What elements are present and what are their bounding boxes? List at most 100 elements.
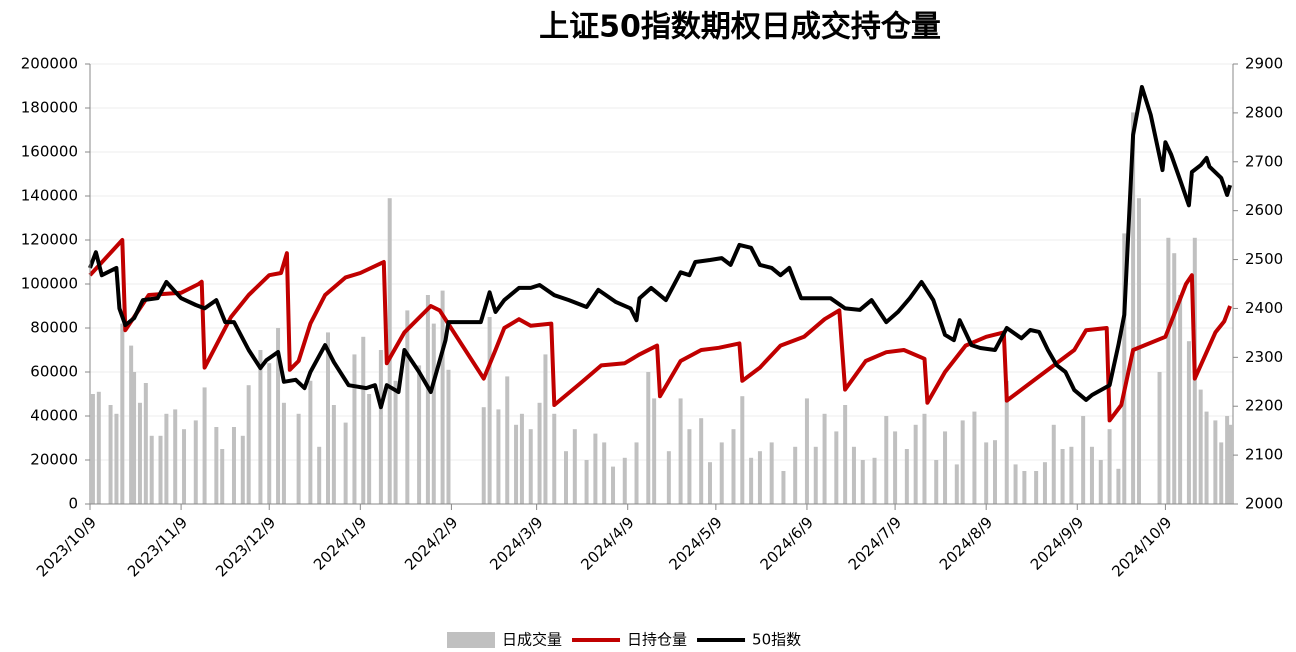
legend-label: 日持仓量: [627, 631, 687, 649]
volume-bar: [699, 418, 704, 504]
volume-bar: [646, 372, 651, 504]
volume-bar: [740, 396, 745, 504]
volume-bar: [822, 413, 827, 504]
volume-bar: [267, 363, 272, 504]
volume-bar: [405, 310, 410, 504]
legend-label: 50指数: [752, 631, 801, 649]
volume-bar: [1013, 464, 1018, 504]
volume-bar: [652, 398, 657, 504]
y2-tick-label: 2700: [1245, 152, 1283, 170]
volume-bar: [634, 442, 639, 504]
volume-bar: [519, 413, 524, 504]
y-tick-label: 160000: [21, 143, 78, 161]
x-tick-label: 2024/8/9: [936, 513, 996, 573]
x-tick-label: 2024/1/9: [310, 513, 370, 573]
volume-bar: [622, 457, 627, 504]
volume-bar: [367, 394, 372, 504]
volume-bar: [1022, 471, 1027, 504]
volume-bar: [572, 429, 577, 504]
volume-bar: [1081, 416, 1086, 504]
volume-bar: [1042, 462, 1047, 504]
volume-bar: [220, 449, 225, 504]
volume-bar: [1225, 416, 1230, 504]
volume-bar: [992, 440, 997, 504]
volume-bar: [934, 460, 939, 504]
volume-bar: [972, 411, 977, 504]
volume-bar: [258, 350, 263, 504]
volume-bar: [904, 449, 909, 504]
volume-bar: [393, 380, 398, 504]
volume-bar: [1213, 420, 1218, 504]
volume-bar: [143, 383, 148, 504]
y-tick-label: 200000: [21, 55, 78, 73]
y-tick-label: 80000: [30, 319, 78, 337]
volume-bar: [584, 460, 589, 504]
volume-bar: [769, 442, 774, 504]
volume-bar: [678, 398, 683, 504]
y2-tick-label: 2200: [1245, 397, 1283, 415]
legend-swatch: [447, 632, 495, 648]
volume-bar: [137, 402, 142, 504]
y-tick-label: 60000: [30, 363, 78, 381]
x-tick-label: 2024/5/9: [665, 513, 725, 573]
volume-bar: [378, 350, 383, 504]
volume-bar: [1098, 460, 1103, 504]
volume-bar: [1089, 446, 1094, 504]
volume-bar: [1186, 341, 1191, 504]
y2-tick-label: 2300: [1245, 348, 1283, 366]
x-tick-label: 2024/7/9: [845, 513, 905, 573]
volume-bar: [602, 442, 607, 504]
volume-bar: [296, 413, 301, 504]
volume-bar: [666, 451, 671, 504]
volume-bar: [96, 391, 101, 504]
volume-bar: [417, 365, 422, 504]
volume-bar: [182, 429, 187, 504]
volume-bar: [813, 446, 818, 504]
volume-bar: [943, 431, 948, 504]
volume-bar: [954, 464, 959, 504]
x-tick-label: 2024/6/9: [757, 513, 817, 573]
volume-bar: [1069, 446, 1074, 504]
y2-tick-label: 2100: [1245, 446, 1283, 464]
volume-bar: [793, 446, 798, 504]
volume-bar: [1157, 372, 1162, 504]
volume-bar: [132, 372, 137, 504]
volume-bar: [114, 413, 119, 504]
volume-bar: [1228, 424, 1233, 504]
volume-bar: [214, 427, 219, 504]
volume-bar: [552, 413, 557, 504]
volume-bar: [1219, 442, 1224, 504]
y2-tick-label: 2800: [1245, 103, 1283, 121]
volume-bar: [913, 424, 918, 504]
volume-bar: [834, 431, 839, 504]
volume-bar: [308, 380, 313, 504]
y2-tick-label: 2500: [1245, 250, 1283, 268]
volume-bar: [202, 387, 207, 504]
volume-bar: [1004, 380, 1009, 504]
y-tick-label: 100000: [21, 275, 78, 293]
y-tick-label: 0: [68, 495, 78, 513]
volume-bar: [193, 420, 198, 504]
volume-bar: [276, 328, 281, 504]
y-tick-label: 40000: [30, 407, 78, 425]
x-tick-label: 2024/3/9: [486, 513, 546, 573]
volume-bar: [757, 451, 762, 504]
volume-bar: [164, 413, 169, 504]
volume-bar: [158, 435, 163, 504]
y-tick-label: 180000: [21, 99, 78, 117]
volume-bar: [514, 424, 519, 504]
volume-bar: [1116, 468, 1121, 504]
volume-bar: [1166, 237, 1171, 505]
volume-bar: [843, 405, 848, 504]
volume-bar: [496, 409, 501, 504]
volume-bar: [1122, 233, 1127, 504]
x-tick-label: 2023/12/9: [212, 513, 279, 580]
x-tick-label: 2024/2/9: [401, 513, 461, 573]
volume-bar: [893, 431, 898, 504]
volume-bar: [922, 413, 927, 504]
volume-bar: [231, 427, 236, 504]
volume-bar: [611, 466, 616, 504]
volume-bar: [361, 336, 366, 504]
volume-bar: [425, 295, 430, 504]
